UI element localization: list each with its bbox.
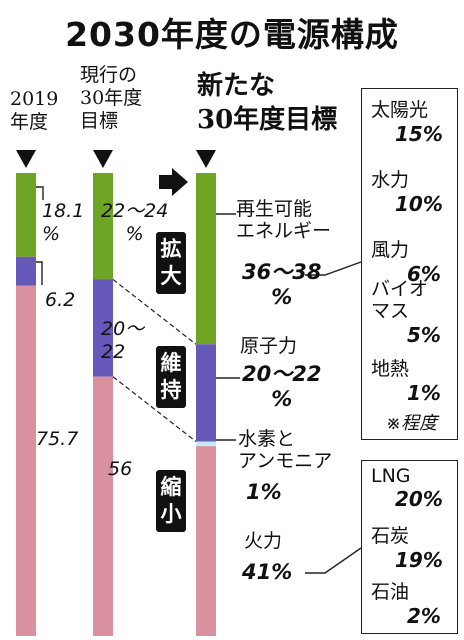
bar-segment-thermal — [93, 376, 113, 636]
bar-segment-renewable — [16, 173, 36, 257]
bar-segment-nuclear — [16, 256, 36, 286]
hydrogen-value: 1% — [246, 480, 282, 504]
breakdown-geothermal: 地熱 1% — [371, 354, 441, 405]
maintain-badge: 維持 — [156, 346, 186, 408]
column-marker-triangle — [93, 150, 113, 168]
bar-segment-renewable — [93, 173, 113, 280]
bar2-nuclear-label: 20〜 22 — [101, 318, 145, 363]
breakdown-pct: 2% — [407, 604, 441, 628]
breakdown-name: LNG — [371, 465, 411, 487]
breakdown-name: バイオ マス — [371, 278, 429, 322]
column-marker-triangle — [16, 150, 36, 168]
breakdown-name: 風力 — [371, 239, 410, 261]
breakdown-biomass: バイオ マス 5% — [371, 278, 441, 347]
page-title: 2030年度の電源構成 — [65, 15, 399, 54]
breakdown-note: ※程度 — [386, 413, 438, 434]
column-marker-triangle — [196, 150, 216, 168]
renewable-breakdown-box: 太陽光 15% 水力 10% 風力 6% バイオ マス 5% 地熱 1% ※程度 — [361, 88, 458, 440]
breakdown-pct: 19% — [395, 548, 443, 572]
hydrogen-name: 水素と アンモニア — [238, 428, 333, 473]
leader-line — [36, 186, 44, 200]
breakdown-wind: 風力 6% — [371, 235, 441, 286]
breakdown-name: 太陽光 — [371, 99, 429, 121]
bar-segment-thermal — [196, 446, 216, 636]
bar2-renewable-label: 22〜24 % — [101, 200, 169, 245]
header-2019: 2019 年度 — [10, 88, 59, 134]
header-new-target: 新たな 30年度目標 — [197, 71, 338, 135]
breakdown-oil: 石油 2% — [371, 577, 441, 628]
breakdown-pct: 5% — [407, 322, 441, 347]
thermal-name: 火力 — [244, 530, 283, 552]
nuclear-value: 20〜22 % — [242, 362, 322, 411]
bar1-nuclear-label: 6.2 — [45, 289, 76, 311]
bar-segment-nuclear — [196, 344, 216, 442]
connector-line — [112, 376, 197, 443]
renewable-name: 再生可能 エネルギー — [236, 198, 332, 243]
bar-segment-hydrogen — [196, 441, 216, 447]
breakdown-pct: 1% — [407, 381, 441, 405]
breakdown-name: 水力 — [371, 169, 410, 191]
leader-line — [305, 261, 362, 276]
leader-line — [36, 261, 43, 285]
breakdown-pct: 10% — [395, 192, 443, 216]
thermal-breakdown-box: LNG 20% 石炭 19% 石油 2% — [361, 460, 458, 634]
breakdown-name: 地熱 — [371, 358, 410, 380]
breakdown-pct: 6% — [407, 262, 441, 286]
arrow-icon — [159, 168, 188, 196]
nuclear-name: 原子力 — [240, 335, 298, 357]
bar-segment-nuclear — [93, 279, 113, 377]
breakdown-coal: 石炭 19% — [371, 521, 443, 572]
breakdown-solar: 太陽光 15% — [371, 95, 443, 146]
breakdown-lng: LNG 20% — [371, 465, 443, 511]
leader-line — [305, 547, 362, 574]
bar-segment-thermal — [16, 285, 36, 636]
bar1-thermal-label: 75.7 — [36, 428, 79, 450]
thermal-value: 41% — [242, 560, 293, 584]
connector-line — [112, 279, 197, 345]
renewable-value: 36〜38 % — [242, 260, 322, 309]
bar-segment-renewable — [196, 173, 216, 345]
breakdown-pct: 15% — [395, 122, 443, 146]
bar2-thermal-label: 56 — [108, 458, 133, 480]
breakdown-name: 石油 — [371, 581, 410, 603]
shrink-badge: 縮小 — [156, 470, 186, 532]
breakdown-hydro: 水力 10% — [371, 165, 443, 216]
bar1-renewable-label: 18.1 % — [42, 200, 85, 245]
breakdown-name: 石炭 — [371, 525, 410, 547]
expand-badge: 拡大 — [156, 232, 186, 294]
breakdown-pct: 20% — [395, 487, 443, 511]
header-current-target: 現行の 30年度 目標 — [80, 64, 143, 133]
